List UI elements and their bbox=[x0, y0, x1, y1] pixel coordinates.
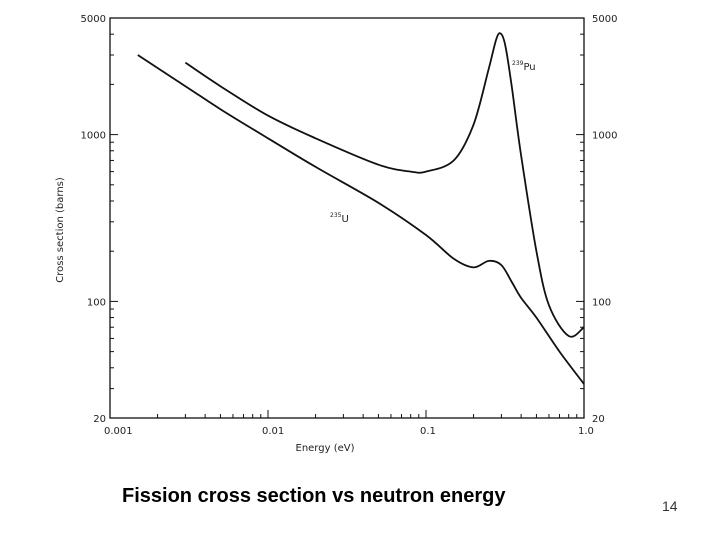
plot-frame bbox=[109, 17, 585, 419]
y-tick-label-right: 100 bbox=[592, 297, 611, 308]
pu239-symbol: Pu bbox=[523, 62, 535, 73]
page-number: 14 bbox=[662, 498, 678, 514]
u235-mass-number: 235 bbox=[330, 212, 342, 219]
cross-section-chart: 0.001 0.01 0.1 1.0 5000 1000 100 20 5000 1000 10… bbox=[55, 14, 617, 454]
y-axis-label: Cross section (barns) bbox=[55, 177, 66, 283]
series-label-u235: 235U bbox=[330, 212, 349, 225]
y-tick-label-left: 5000 bbox=[81, 14, 106, 25]
y-tick-label-right: 1000 bbox=[592, 131, 617, 142]
x-tick-label: 0.1 bbox=[420, 426, 436, 437]
series-line-235u bbox=[137, 54, 585, 385]
x-tick-label: 1.0 bbox=[578, 426, 594, 437]
pu239-mass-number: 239 bbox=[512, 60, 524, 67]
x-axis-label: Energy (eV) bbox=[296, 443, 355, 454]
y-tick-label-left: 20 bbox=[93, 414, 106, 425]
y-tick-label-left: 100 bbox=[87, 297, 106, 308]
x-tick-label: 0.001 bbox=[104, 426, 133, 437]
series-layer bbox=[137, 32, 585, 385]
y-tick-label-right: 20 bbox=[592, 414, 605, 425]
series-line-239pu bbox=[184, 32, 585, 338]
y-tick-label-left: 1000 bbox=[81, 131, 106, 142]
y-axis-right-ticks: 5000 1000 100 20 bbox=[576, 14, 617, 425]
u235-symbol: U bbox=[341, 214, 348, 225]
slide-caption: Fission cross section vs neutron energy bbox=[122, 485, 506, 507]
x-tick-label: 0.01 bbox=[262, 426, 284, 437]
y-axis-left-ticks: 5000 1000 100 20 bbox=[81, 14, 118, 425]
series-label-pu239: 239Pu bbox=[512, 60, 536, 73]
x-axis-ticks: 0.001 0.01 0.1 1.0 bbox=[104, 410, 594, 437]
y-tick-label-right: 5000 bbox=[592, 14, 617, 25]
